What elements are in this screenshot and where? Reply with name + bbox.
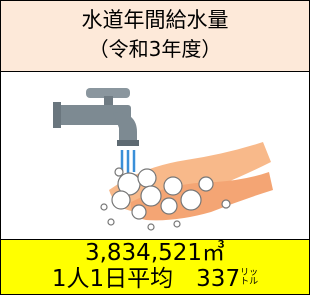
per-capita-value: 337 xyxy=(196,266,240,292)
per-capita-unit: リットル xyxy=(240,269,258,287)
unit-part: トル xyxy=(240,278,258,287)
total-volume: 3,834,521㎥ xyxy=(1,240,309,266)
header: 水道年間給水量 （令和3年度） xyxy=(1,1,309,72)
per-capita-label: 1人1日平均 xyxy=(52,266,173,292)
faucet-spout xyxy=(113,112,137,142)
illustration xyxy=(1,72,309,240)
title: 水道年間給水量 xyxy=(1,1,309,35)
faucet-base xyxy=(53,102,61,128)
subtitle: （令和3年度） xyxy=(1,35,309,63)
faucet-tip xyxy=(117,140,139,146)
